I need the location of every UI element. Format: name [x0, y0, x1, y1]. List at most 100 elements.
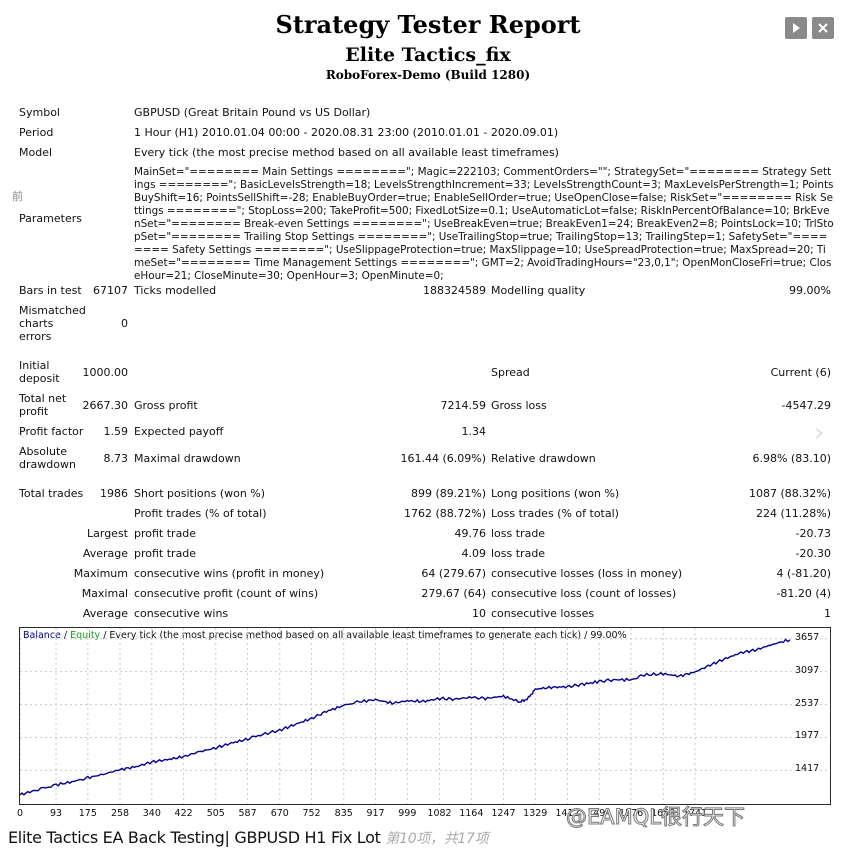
loss-trades-label: Loss trades (% of total)	[491, 507, 619, 520]
x-tick-label: 1082	[427, 808, 452, 819]
payoff-value: 1.34	[461, 425, 487, 438]
x-tick-label: 1412	[555, 808, 580, 819]
server-build: RoboForex-Demo (Build 1280)	[325, 68, 531, 82]
x-tick-label: 258	[110, 808, 130, 819]
abs-dd-value: 8.73	[103, 452, 129, 465]
chart-plot	[20, 628, 830, 804]
profit-trades-label: Profit trades (% of total)	[134, 507, 267, 520]
quality-label: Modelling quality	[491, 284, 586, 297]
abs-dd-label-2: drawdown	[19, 458, 76, 471]
trades-value: 1986	[100, 487, 128, 500]
x-tick-label: 752	[302, 808, 321, 819]
pf-value: 1.59	[103, 425, 129, 438]
short-label: Short positions (won %)	[134, 487, 266, 500]
average-loss-value: -20.30	[795, 547, 831, 560]
average-profit-value: 4.09	[461, 547, 487, 560]
maximal-label: Maximal	[81, 587, 128, 600]
max-dd-value: 161.44 (6.09%)	[400, 452, 486, 465]
symbol-label: Symbol	[19, 106, 60, 119]
average2-label: Average	[82, 607, 128, 620]
largest-profit-label: profit trade	[134, 527, 197, 540]
max-wins-value: 64 (279.67)	[421, 567, 486, 580]
balance-chart: Balance / Equity / Every tick (the most …	[19, 627, 831, 805]
avg-wins-label: consecutive wins	[134, 607, 229, 620]
prev-arrow-icon[interactable]: ‹	[16, 418, 27, 448]
abs-dd-label-1: Absolute	[19, 445, 68, 458]
largest-profit-value: 49.76	[454, 527, 487, 540]
x-tick-label: 0	[16, 808, 24, 819]
maximal-loss-label: consecutive loss (count of losses)	[491, 587, 677, 600]
side-glyph: 前	[12, 190, 23, 203]
spread-value: Current (6)	[770, 366, 831, 379]
x-tick-label: 1576	[618, 808, 644, 819]
ticks-value: 188324589	[423, 284, 486, 297]
average-label: Average	[82, 547, 128, 560]
maximal-profit-value: 279.67 (64)	[421, 587, 486, 600]
payoff-label: Expected payoff	[134, 425, 224, 438]
quality-value: 99.00%	[789, 284, 831, 297]
x-tick-label: 670	[270, 808, 289, 819]
short-value: 899 (89.21%)	[410, 487, 486, 500]
y-tick-label: 3657	[795, 631, 820, 643]
ea-name: Elite Tactics_fix	[345, 44, 511, 66]
balance-line	[20, 638, 791, 796]
pf-label: Profit factor	[19, 425, 84, 438]
mismatch-label-2: charts	[19, 317, 54, 330]
model-label: Model	[19, 146, 53, 159]
gross-loss-value: -4547.29	[781, 399, 831, 412]
largest-label: Largest	[87, 527, 128, 540]
slide-caption: Elite Tactics EA Back Testing| GBPUSD H1…	[8, 828, 489, 848]
deposit-label-2: deposit	[19, 372, 60, 385]
caption-page: 第10项，共17项	[385, 831, 489, 847]
average-profit-label: profit trade	[134, 547, 197, 560]
largest-loss-value: -20.73	[795, 527, 831, 540]
next-button[interactable]	[785, 17, 807, 39]
trades-label: Total trades	[19, 487, 84, 500]
y-tick-label: 1977	[795, 730, 820, 742]
close-icon	[818, 23, 828, 33]
deposit-label-1: Initial	[19, 359, 50, 372]
maximal-loss-value: -81.20 (4)	[776, 587, 831, 600]
period-label: Period	[19, 126, 54, 139]
x-tick-label: 422	[174, 808, 193, 819]
close-button[interactable]	[812, 17, 834, 39]
period-value: 1 Hour (H1) 2010.01.04 00:00 - 2020.08.3…	[134, 126, 559, 139]
max-losses-value: 4 (-81.20)	[776, 567, 831, 580]
maximum-label: Maximum	[73, 567, 128, 580]
x-tick-label: 93	[50, 808, 63, 819]
model-value: Every tick (the most precise method base…	[134, 146, 559, 159]
y-tick-label: 3097	[795, 664, 820, 676]
x-tick-label: 1329	[523, 808, 548, 819]
gross-profit-label: Gross profit	[134, 399, 198, 412]
spread-label: Spread	[491, 366, 530, 379]
long-label: Long positions (won %)	[491, 487, 620, 500]
play-icon	[793, 23, 800, 33]
largest-loss-label: loss trade	[491, 527, 546, 540]
parameters-label: Parameters	[19, 212, 82, 225]
parameters-value: MainSet="======== Main Settings ========…	[134, 166, 834, 282]
loss-trades-value: 224 (11.28%)	[755, 507, 831, 520]
x-tick-label: 917	[366, 808, 385, 819]
x-tick-label: 835	[334, 808, 353, 819]
mismatch-label-1: Mismatched	[19, 304, 86, 317]
max-losses-label: consecutive losses (loss in money)	[491, 567, 683, 580]
ticks-label: Ticks modelled	[134, 284, 217, 297]
x-tick-label: 175	[78, 808, 97, 819]
x-tick-label: 505	[206, 808, 225, 819]
y-tick-label: 2537	[795, 697, 820, 709]
next-arrow-icon[interactable]: ›	[814, 418, 825, 448]
net-label-2: profit	[19, 405, 49, 418]
report-title: Strategy Tester Report	[275, 10, 581, 39]
maximal-profit-label: consecutive profit (count of wins)	[134, 587, 319, 600]
x-tick-label: 1741	[682, 808, 708, 819]
profit-trades-value: 1762 (88.72%)	[403, 507, 486, 520]
rel-dd-label: Relative drawdown	[491, 452, 596, 465]
long-value: 1087 (88.32%)	[748, 487, 831, 500]
mismatch-value: 0	[121, 317, 128, 330]
chart-legend: Balance / Equity / Every tick (the most …	[23, 630, 627, 641]
mismatch-label-3: errors	[19, 330, 52, 343]
watermark-text: @EAMQL很行天下	[566, 805, 746, 830]
max-wins-label: consecutive wins (profit in money)	[134, 567, 325, 580]
bars-label: Bars in test	[19, 284, 82, 297]
x-tick-label: 587	[238, 808, 257, 819]
